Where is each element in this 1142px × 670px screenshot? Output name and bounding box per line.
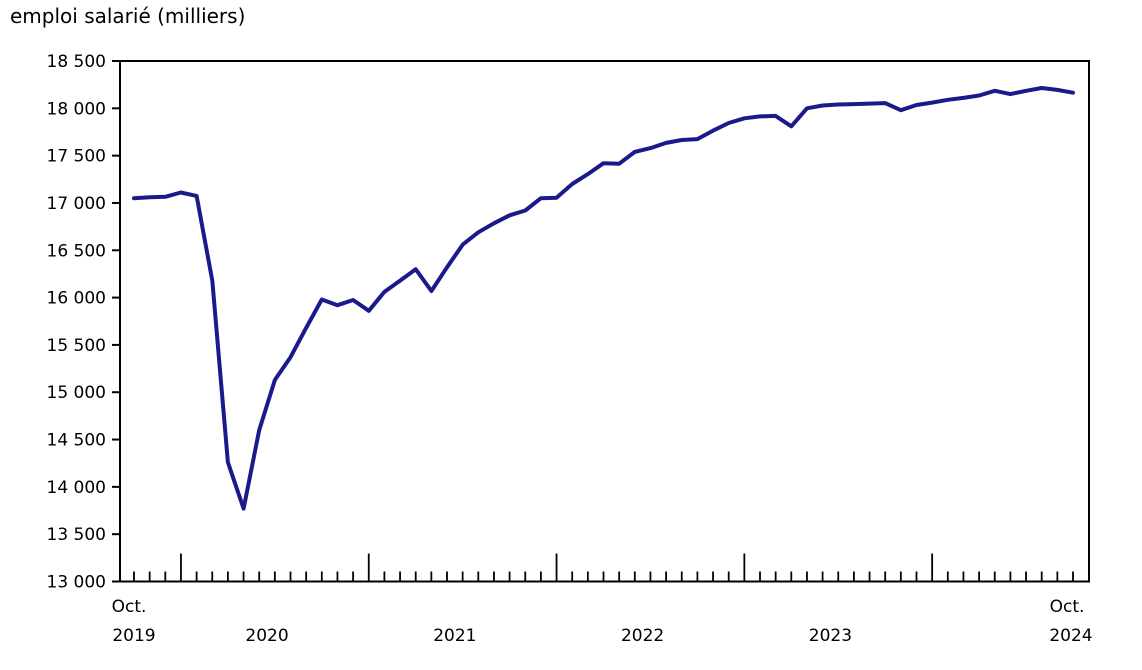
x-axis-label-oct-right: Oct. <box>1050 597 1085 617</box>
y-axis-label: 14 000 <box>47 478 106 498</box>
y-axis-label: 17 000 <box>47 194 106 214</box>
y-axis-label: 18 000 <box>47 99 106 119</box>
x-axis-label-2023: 2023 <box>809 626 852 646</box>
y-axis-label: 13 500 <box>47 525 106 545</box>
employment-series-line <box>132 86 1075 511</box>
y-axis-label: 17 500 <box>47 147 106 167</box>
x-axis-label-2021: 2021 <box>433 626 476 646</box>
x-axis-label-oct-left: Oct. <box>112 597 147 617</box>
y-axis-label: 16 000 <box>47 289 106 309</box>
x-axis-label-2024: 2024 <box>1049 626 1092 646</box>
y-axis-label: 15 500 <box>47 336 106 356</box>
y-axis-label: 16 500 <box>47 241 106 261</box>
x-axis-label-2020: 2020 <box>245 626 288 646</box>
y-axis-label: 13 000 <box>47 573 106 593</box>
y-axis-label: 18 500 <box>47 52 106 72</box>
y-axis-label: 15 000 <box>47 383 106 403</box>
x-axis-label-2022: 2022 <box>621 626 664 646</box>
x-axis-label-2019: 2019 <box>112 626 155 646</box>
chart-title: emploi salarié (milliers) <box>10 4 246 28</box>
plot-frame <box>119 60 1090 583</box>
y-axis-label: 14 500 <box>47 431 106 451</box>
